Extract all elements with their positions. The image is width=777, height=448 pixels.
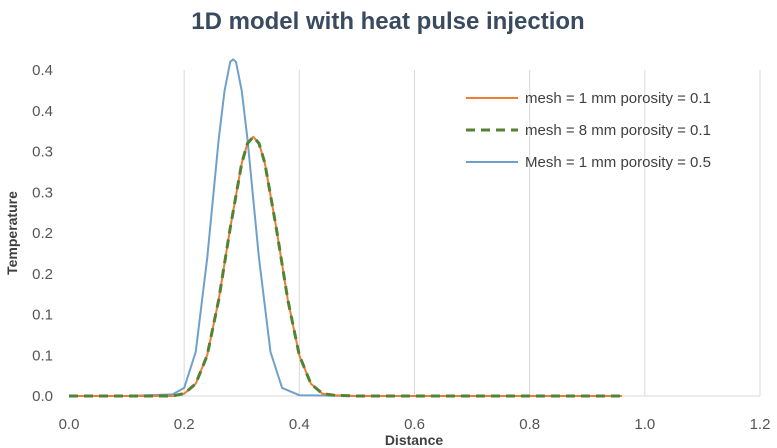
- x-tick-label: 0.2: [174, 416, 195, 433]
- legend-label-3: Mesh = 1 mm porosity = 0.5: [525, 154, 711, 171]
- series-line-2: [69, 135, 622, 398]
- series-lines: [69, 58, 622, 398]
- y-tick-label: 0.3: [32, 184, 53, 201]
- y-axis-label: Temperature: [4, 191, 20, 275]
- x-tick-label: 1.0: [634, 416, 655, 433]
- y-axis-ticks: 0.0 0.1 0.1 0.2 0.2 0.3 0.3 0.4 0.4: [32, 62, 53, 405]
- y-tick-label: 0.2: [32, 225, 53, 242]
- chart-title: 1D model with heat pulse injection: [191, 8, 584, 35]
- x-tick-label: 0.6: [404, 416, 425, 433]
- series-line-3: [69, 58, 622, 397]
- legend: mesh = 1 mm porosity = 0.1 mesh = 8 mm po…: [466, 90, 711, 171]
- y-tick-label: 0.3: [32, 144, 53, 161]
- x-axis-label: Distance: [385, 432, 444, 448]
- y-tick-label: 0.2: [32, 266, 53, 283]
- x-tick-label: 0.0: [59, 416, 80, 433]
- legend-label-1: mesh = 1 mm porosity = 0.1: [525, 90, 711, 107]
- vertical-gridlines: [183, 70, 761, 396]
- x-tick-label: 1.2: [750, 416, 771, 433]
- y-tick-label: 0.4: [32, 62, 53, 79]
- y-tick-label: 0.4: [32, 103, 53, 120]
- x-tick-label: 0.8: [519, 416, 540, 433]
- x-axis-ticks: 0.0 0.2 0.4 0.6 0.8 1.0 1.2: [59, 416, 771, 433]
- y-tick-label: 0.0: [32, 388, 53, 405]
- y-tick-label: 0.1: [32, 307, 53, 324]
- series-line-1: [69, 135, 622, 397]
- legend-label-2: mesh = 8 mm porosity = 0.1: [525, 122, 711, 139]
- x-tick-label: 0.4: [289, 416, 310, 433]
- y-tick-label: 0.1: [32, 347, 53, 364]
